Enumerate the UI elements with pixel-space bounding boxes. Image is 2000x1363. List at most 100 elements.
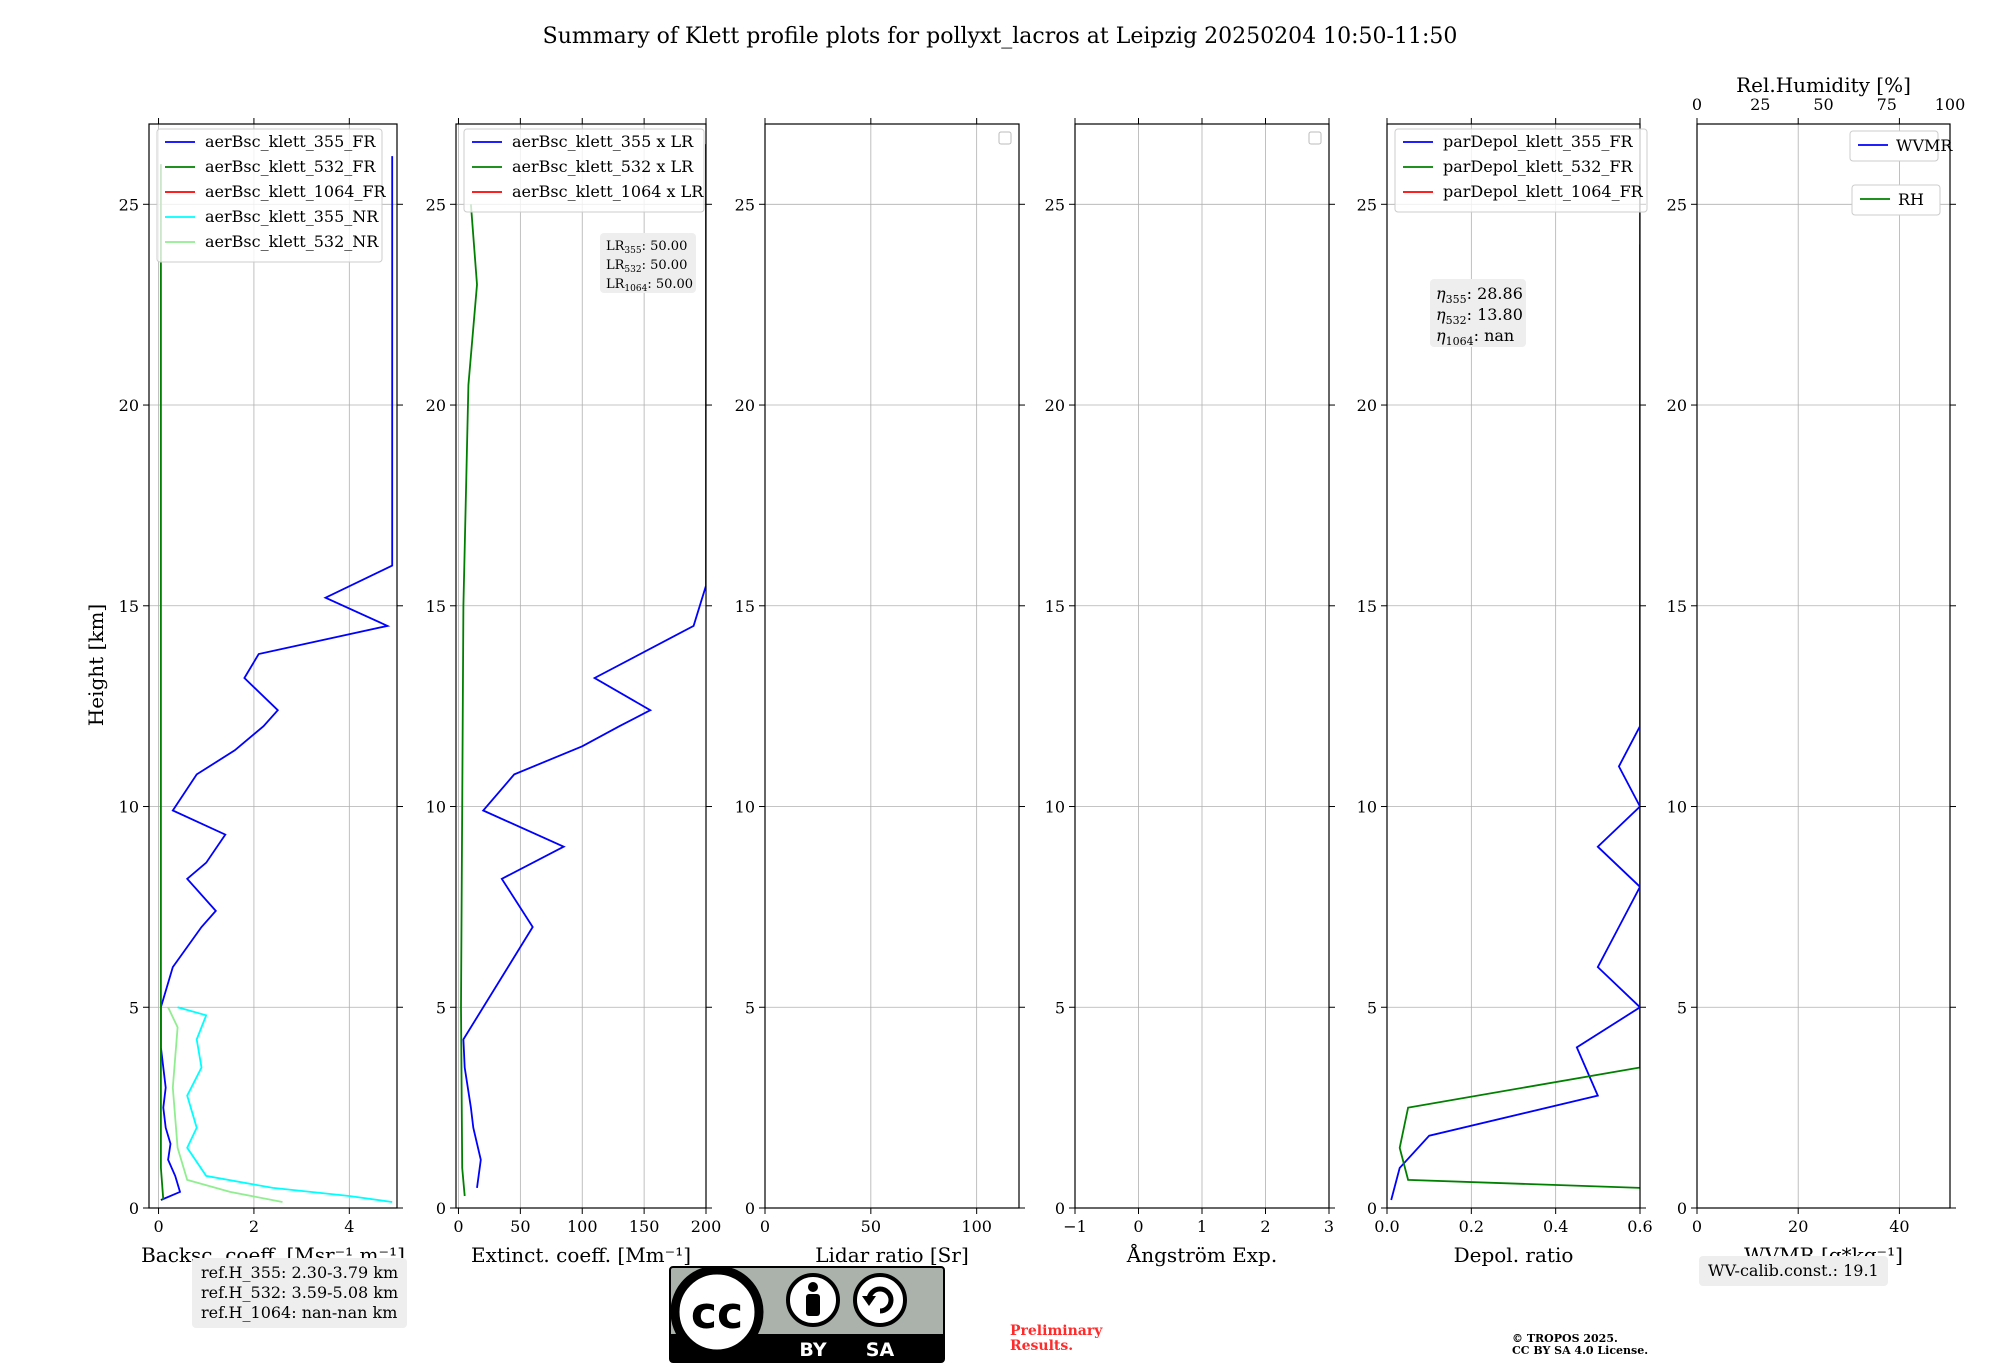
sa-share-alike-icon [853, 1273, 907, 1327]
y-tick-label: 10 [735, 798, 755, 817]
x-axis-label-lr: Lidar ratio [Sr] [815, 1243, 969, 1267]
legend-box [463, 128, 705, 213]
x-tick-label: 0 [453, 1217, 463, 1236]
legend-entry: aerBsc_klett_1064 x LR [512, 182, 704, 201]
panel-dep: 0.0 0.2 0.4 0.6 0 5 10 15 20 25 Depol. ratio parDep… [1357, 118, 1653, 1267]
x-tick-label: 0 [1692, 1217, 1702, 1236]
legend-box [156, 128, 383, 263]
x-axis-label-ext: Extinct. coeff. [Mm⁻¹] [471, 1243, 691, 1267]
legend-entry: parDepol_klett_1064_FR [1443, 182, 1644, 201]
y-tick-label: 20 [735, 396, 755, 415]
y-tick-label: 0 [1677, 1199, 1687, 1218]
x-tick-label: 0.6 [1627, 1217, 1652, 1236]
top-tick-label: 50 [1813, 95, 1833, 114]
legend-entry: parDepol_klett_355_FR [1443, 132, 1634, 151]
y-tick-label: 25 [735, 195, 755, 214]
series-group-bsc [159, 156, 394, 1203]
eta-entry: η1064: nan [1436, 326, 1514, 348]
panel-frame [455, 123, 707, 1209]
x-tick-label: 200 [691, 1217, 722, 1236]
y-tick-label: 5 [129, 998, 139, 1017]
panel-lr: 0 50 100 0 5 10 15 20 25 Lidar ratio [Sr] [735, 118, 1025, 1267]
y-tick-label: 0 [1367, 1199, 1377, 1218]
series-line-parDepol_klett_532_FR [1398, 164, 1640, 1189]
legend-dep: parDepol_klett_355_FR parDepol_klett_532_… [1394, 128, 1648, 213]
y-tick-label: 20 [1357, 396, 1377, 415]
x-tick-label: 0 [153, 1217, 163, 1236]
ref-height-1064: ref.H_1064: nan-nan km [201, 1303, 398, 1322]
y-tick-label: 20 [426, 396, 446, 415]
lidar-ratio-entry: LR532: 50.00 [606, 258, 687, 275]
x-tick-label: 0.0 [1374, 1217, 1399, 1236]
y-tick-label: 5 [436, 998, 446, 1017]
copyright-line-2: CC BY SA 4.0 License. [1512, 1344, 1649, 1357]
y-tick-label: 20 [119, 396, 139, 415]
legend-box [1851, 184, 1941, 216]
legend-entry: aerBsc_klett_532 x LR [512, 157, 694, 176]
copyright-note: © TROPOS 2025. CC BY SA 4.0 License. [1512, 1333, 1648, 1357]
x-tick-label: 100 [961, 1217, 992, 1236]
panel-frame [148, 123, 398, 1209]
y-tick-label: 15 [426, 597, 446, 616]
copyright-line-1: © TROPOS 2025. [1512, 1332, 1618, 1345]
empty-legend-box [998, 131, 1012, 145]
legend-entry: RH [1898, 190, 1924, 209]
lidar-ratio-entry: LR1064: 50.00 [606, 277, 693, 294]
y-tick-label: 20 [1667, 396, 1687, 415]
y-tick-label: 0 [1055, 1199, 1065, 1218]
y-tick-label: 15 [119, 597, 139, 616]
sa-text: SA [866, 1339, 895, 1361]
lidar-ratio-entry: LR355: 50.00 [606, 239, 687, 256]
series-line-aerBsc_klett_532_FR [159, 164, 165, 1201]
x-axis-label-dep: Depol. ratio [1454, 1243, 1574, 1267]
panel-frame [764, 123, 1020, 1209]
y-tick-label: 25 [1357, 195, 1377, 214]
cc-by-sa-logo: cc BY SA [669, 1266, 945, 1363]
x-tick-label: 150 [629, 1217, 660, 1236]
ref-height-532: ref.H_532: 3.59-5.08 km [201, 1283, 399, 1302]
y-tick-label: 10 [119, 798, 139, 817]
top-axis-label: Rel.Humidity [%] [1736, 73, 1911, 97]
wv-calibration-box: WV-calib.const.: 19.1 [1699, 1256, 1888, 1286]
reference-height-box: ref.H_355: 2.30-3.79 km ref.H_532: 3.59-… [192, 1258, 408, 1328]
panel-frame [1696, 123, 1951, 1209]
y-tick-label: 25 [1667, 195, 1687, 214]
ref-height-355: ref.H_355: 2.30-3.79 km [201, 1263, 399, 1282]
x-tick-label: 50 [510, 1217, 530, 1236]
x-tick-label: 2 [1260, 1217, 1270, 1236]
top-tick-label: 100 [1935, 95, 1966, 114]
panel-frame [1386, 123, 1641, 1209]
y-tick-label: 5 [1055, 998, 1065, 1017]
y-tick-label: 0 [129, 1199, 139, 1218]
y-tick-label: 5 [1367, 998, 1377, 1017]
legend-entry: aerBsc_klett_1064_FR [205, 182, 387, 201]
top-tick-label: 25 [1750, 95, 1770, 114]
y-tick-label: 25 [426, 195, 446, 214]
legend-ext: aerBsc_klett_355 x LR aerBsc_klett_532 x … [463, 128, 705, 213]
cc-circle-icon [670, 1266, 764, 1359]
x-tick-label: 0 [1133, 1217, 1143, 1236]
y-tick-label: 10 [426, 798, 446, 817]
legend-entry: aerBsc_klett_355 x LR [512, 132, 694, 151]
x-tick-label: 2 [249, 1217, 259, 1236]
x-tick-label: 3 [1324, 1217, 1334, 1236]
x-tick-label: 100 [567, 1217, 598, 1236]
y-tick-label: 10 [1357, 798, 1377, 817]
preliminary-line-1: Preliminary [1010, 1323, 1103, 1339]
series-group-dep [1390, 164, 1640, 1201]
series-line-aerBsc_klett_532_NR [167, 1006, 283, 1203]
legend-entry: WVMR [1896, 136, 1953, 155]
y-tick-label: 20 [1045, 396, 1065, 415]
lidar-ratio-bg [600, 233, 696, 293]
top-tick-label: 75 [1877, 95, 1897, 114]
series-line-parDepol_klett_355_FR [1390, 244, 1640, 1201]
cc-text: cc [691, 1288, 743, 1339]
legend-entry: aerBsc_klett_532_NR [205, 232, 379, 251]
x-tick-label: −1 [1063, 1217, 1087, 1236]
legend-entry: aerBsc_klett_355_FR [205, 132, 376, 151]
empty-legend-box [1308, 131, 1322, 145]
